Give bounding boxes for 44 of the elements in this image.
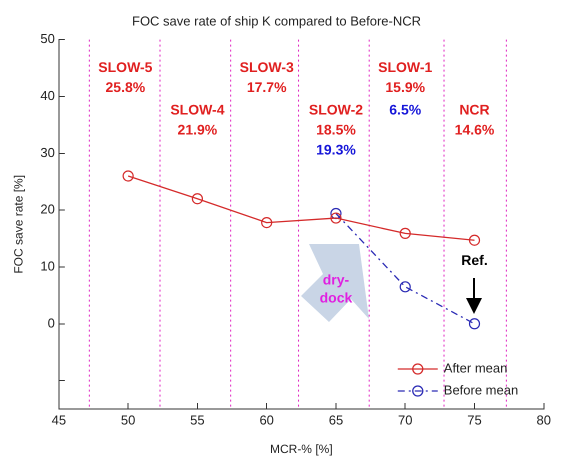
x-tick-label: 60: [259, 412, 274, 428]
point: [468, 234, 480, 246]
point: [330, 208, 342, 220]
y-tick-label: 50: [40, 31, 55, 46]
annotation: dry-dock: [320, 272, 352, 306]
annotation: SLOW-1: [378, 58, 433, 75]
point: [261, 216, 272, 228]
annotation: 21.9%: [178, 121, 218, 138]
point: [122, 170, 134, 182]
annotation: 17.7%: [246, 78, 288, 95]
legend-label: Before mean: [444, 382, 518, 398]
annotation: 25.8%: [106, 78, 146, 95]
legend-label: After mean: [444, 360, 508, 376]
annotation: SLOW-2: [308, 102, 364, 118]
point: [330, 212, 342, 224]
annotation: 15.9%: [385, 78, 426, 95]
x-tick-label: 55: [190, 412, 205, 428]
x-tick-label: 80: [536, 412, 552, 428]
y-tick-label: 20: [40, 202, 55, 217]
annotation: SLOW-4: [170, 102, 225, 118]
point: [192, 193, 204, 204]
annotation: 6.5%: [389, 102, 422, 118]
y-tick-label: 40: [40, 88, 55, 104]
x-axis-title: MCR-% [%]: [270, 442, 333, 456]
annotation: 18.5%: [316, 121, 356, 138]
x-tick-label: 50: [120, 412, 136, 428]
annotation: SLOW-3: [240, 58, 294, 75]
point: [468, 318, 480, 330]
annotation: 14.6%: [454, 121, 495, 138]
annotation: Ref.: [461, 252, 488, 268]
y-axis-title: FOC save rate [%]: [12, 174, 26, 274]
x-tick-label: 70: [398, 412, 412, 428]
chart-title: FOC save rate of ship K compared to Before-NCR: [132, 13, 422, 28]
y-tick-label: 0: [48, 315, 55, 330]
y-tick-label: 10: [40, 258, 55, 274]
annotation: SLOW-5: [98, 58, 153, 75]
point: [400, 281, 411, 292]
x-tick-label: 75: [467, 412, 482, 428]
annotation: 19.3%: [316, 141, 356, 158]
x-tick-label: 65: [328, 412, 344, 428]
annotation: NCR: [459, 102, 490, 118]
y-tick-label: 30: [40, 144, 55, 160]
point: [400, 228, 411, 239]
x-tick-label: 45: [52, 412, 66, 428]
